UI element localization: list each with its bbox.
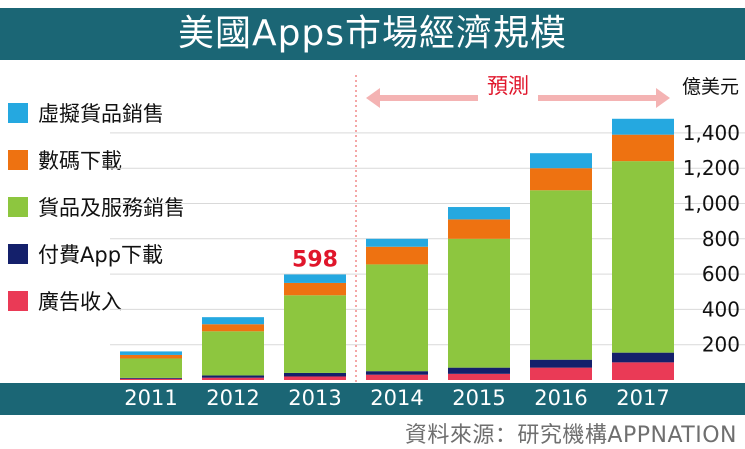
bar-segment	[448, 238, 510, 368]
chart-title: 美國Apps市場經濟規模	[177, 13, 568, 54]
legend-swatch	[8, 197, 28, 217]
legend: 虛擬貨品銷售 數碼下載貨品及服務銷售 付費App下載 廣告收入	[8, 96, 185, 331]
legend-label: 付費App下載	[38, 243, 164, 267]
legend-label: 數碼下載	[38, 149, 122, 173]
legend-item: 貨品及服務銷售	[8, 190, 185, 224]
forecast-label: 預測	[487, 74, 529, 98]
x-tick-label: 2015	[452, 386, 505, 410]
legend-swatch	[8, 103, 28, 123]
y-tick-label: 800	[702, 227, 740, 251]
legend-swatch	[8, 150, 28, 170]
legend-swatch	[8, 291, 28, 311]
y-axis-unit: 億美元	[681, 76, 739, 98]
bar-segment	[612, 161, 674, 353]
bar-segment	[366, 238, 428, 247]
bar-segment	[448, 207, 510, 220]
bar-segment	[202, 331, 264, 376]
bar-segment	[612, 118, 674, 135]
source-note: 資料來源：研究機構APPNATION	[404, 423, 737, 448]
title-bar	[0, 8, 745, 60]
x-tick-label: 2014	[370, 386, 423, 410]
bar-segment	[530, 190, 592, 360]
legend-item: 數碼下載	[8, 143, 185, 177]
y-tick-label: 1,000	[683, 192, 740, 216]
legend-item: 虛擬貨品銷售	[8, 96, 185, 130]
bar-segment	[612, 362, 674, 380]
bar-segment	[530, 153, 592, 169]
data-label: 598	[292, 247, 338, 272]
bar-segment	[120, 377, 182, 379]
bar-segment	[612, 134, 674, 162]
legend-label: 貨品及服務銷售	[38, 196, 185, 220]
bar-segment	[284, 274, 346, 283]
x-tick-label: 2012	[206, 386, 259, 410]
bar-segment	[530, 367, 592, 380]
legend-label: 虛擬貨品銷售	[38, 102, 164, 126]
bar-segment	[366, 264, 428, 372]
bar-segment	[448, 219, 510, 239]
y-tick-label: 1,200	[683, 156, 740, 180]
bar-segment	[120, 378, 182, 380]
bar-segment	[366, 374, 428, 380]
forecast-label-bg	[478, 73, 538, 101]
x-tick-label: 2017	[616, 386, 669, 410]
x-axis-band	[0, 383, 745, 415]
bar-segment	[530, 168, 592, 191]
bar-segment	[366, 371, 428, 375]
bar-segment	[120, 354, 182, 359]
y-tick-label: 600	[702, 262, 740, 286]
legend-item: 廣告收入	[8, 284, 185, 318]
bar-segment	[530, 359, 592, 368]
x-tick-label: 2013	[288, 386, 341, 410]
bar-segment	[120, 358, 182, 378]
legend-swatch	[8, 244, 28, 264]
bar-segment	[366, 246, 428, 265]
legend-item: 付費App下載	[8, 237, 185, 271]
bar-segment	[202, 324, 264, 332]
bar-segment	[202, 377, 264, 380]
bar-segment	[448, 373, 510, 380]
bar-segment	[284, 295, 346, 373]
bar-segment	[448, 367, 510, 374]
y-tick-label: 400	[702, 297, 740, 321]
bar-segment	[284, 372, 346, 377]
legend-label: 廣告收入	[38, 290, 122, 314]
x-tick-label: 2011	[124, 386, 177, 410]
bar-segment	[284, 376, 346, 380]
bar-segment	[284, 282, 346, 296]
y-tick-label: 1,400	[683, 121, 740, 145]
x-tick-label: 2016	[534, 386, 587, 410]
bar-segment	[202, 375, 264, 378]
bar-segment	[202, 317, 264, 325]
bar-segment	[612, 352, 674, 363]
bar-segment	[120, 351, 182, 355]
y-tick-label: 200	[702, 333, 740, 357]
